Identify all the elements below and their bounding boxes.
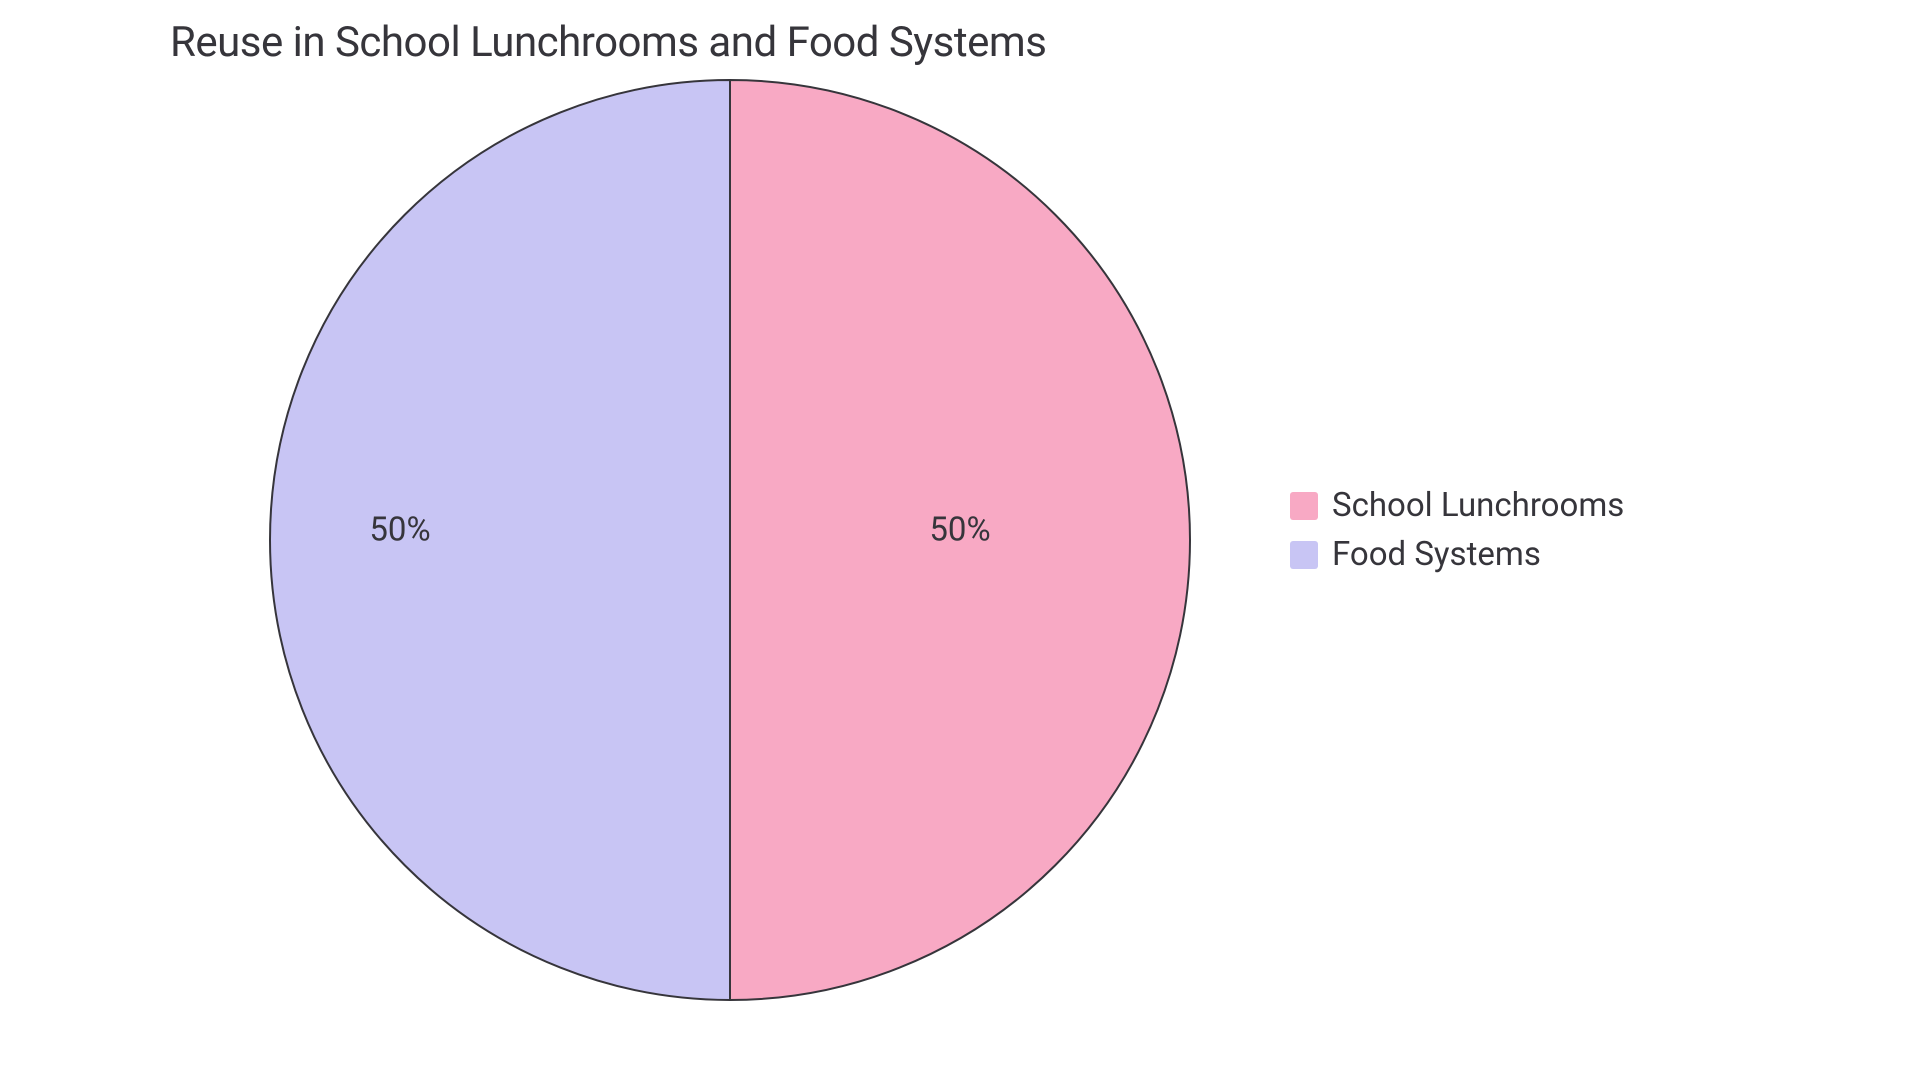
legend-label: School Lunchrooms	[1332, 486, 1624, 525]
slice-percent-label: 50%	[929, 511, 990, 550]
slice-percent-label: 50%	[369, 511, 430, 550]
legend-item: Food Systems	[1290, 535, 1624, 574]
legend-swatch	[1290, 541, 1318, 569]
chart-container: Reuse in School Lunchrooms and Food Syst…	[0, 0, 1920, 1080]
chart-title: Reuse in School Lunchrooms and Food Syst…	[170, 18, 1046, 67]
legend: School Lunchrooms Food Systems	[1290, 486, 1624, 574]
pie-slice	[270, 80, 730, 1000]
legend-swatch	[1290, 492, 1318, 520]
legend-label: Food Systems	[1332, 535, 1541, 574]
legend-item: School Lunchrooms	[1290, 486, 1624, 525]
